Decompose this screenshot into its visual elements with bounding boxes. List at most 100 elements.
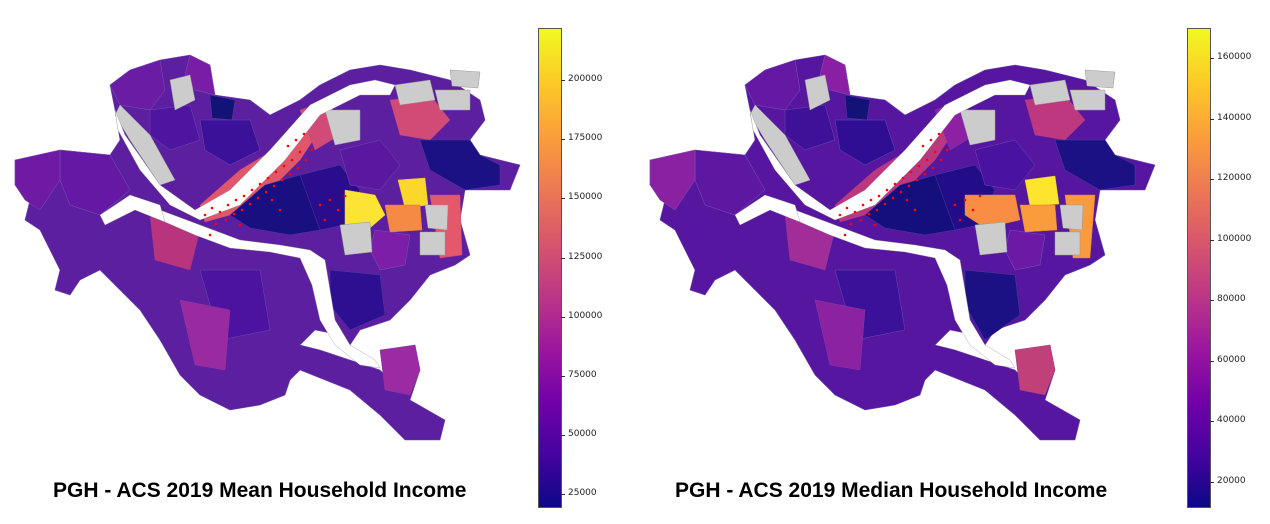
- observation-point: [929, 138, 933, 142]
- observation-point: [302, 132, 306, 136]
- observation-point: [861, 203, 865, 207]
- observation-point: [286, 144, 290, 148]
- observation-point: [931, 166, 935, 170]
- observation-point: [873, 223, 877, 227]
- missing-3: [394, 79, 436, 106]
- observation-point: [953, 203, 957, 207]
- shape-e3: [1054, 139, 1136, 191]
- observation-point: [264, 190, 268, 194]
- observation-point: [272, 184, 276, 188]
- observation-point: [859, 218, 863, 222]
- observation-point: [294, 138, 298, 142]
- observation-point: [849, 222, 853, 226]
- missing-6: [339, 221, 373, 256]
- colorbar-tick-label: 25000: [561, 488, 597, 499]
- colorbar-tick-label: 100000: [1209, 233, 1252, 244]
- observation-point: [323, 218, 327, 222]
- observation-point: [915, 178, 919, 182]
- shape-s5: [379, 344, 421, 396]
- colorbar-tick-label: 150000: [560, 192, 603, 203]
- observation-point: [971, 208, 975, 212]
- missing-7: [424, 204, 449, 231]
- observation-point: [240, 208, 244, 212]
- observation-point: [282, 164, 286, 168]
- observation-point: [242, 194, 246, 198]
- observation-point: [256, 196, 260, 200]
- observation-points: [203, 132, 347, 237]
- observation-point: [208, 233, 212, 237]
- observation-points: [838, 132, 982, 237]
- colorbar-tick-label: 40000: [1210, 415, 1246, 426]
- observation-point: [869, 198, 873, 202]
- shape-s4: [814, 299, 866, 371]
- colorbar-tick-label: 100000: [560, 310, 603, 321]
- observation-point: [218, 210, 222, 214]
- observation-point: [274, 170, 278, 174]
- mean-map-title: PGH - ACS 2019 Mean Household Income: [53, 479, 467, 502]
- observation-point: [226, 203, 230, 207]
- observation-point: [310, 148, 314, 152]
- observation-point: [290, 158, 294, 162]
- monongahela-river: [794, 209, 1016, 369]
- observation-point: [838, 213, 842, 217]
- missing-8: [419, 231, 446, 256]
- mean-colorbar: [538, 28, 562, 508]
- observation-point: [891, 196, 895, 200]
- monongahela-river: [159, 209, 381, 369]
- missing-9: [324, 109, 361, 146]
- median-colorbar: [1187, 28, 1211, 508]
- colorbar-tick-label: 20000: [1210, 475, 1246, 486]
- observation-point: [945, 148, 949, 152]
- shape-e5: [1024, 175, 1060, 207]
- colorbar-tick-label: 60000: [1210, 354, 1246, 365]
- observation-point: [883, 202, 887, 206]
- missing-5: [1084, 69, 1116, 89]
- observation-point: [925, 158, 929, 162]
- observation-point: [913, 208, 917, 212]
- observation-point: [893, 182, 897, 186]
- missing-1: [169, 74, 196, 111]
- shape-e1: [339, 139, 401, 191]
- missing-7: [1059, 204, 1084, 231]
- observation-point: [214, 222, 218, 226]
- median-map-title: PGH - ACS 2019 Median Household Income: [675, 479, 1108, 502]
- observation-point: [921, 144, 925, 148]
- mean-income-panel: 200000 175000 150000 125000 100000 75000 50000…: [14, 28, 603, 508]
- missing-5: [449, 69, 481, 89]
- missing-3: [1029, 79, 1071, 106]
- observation-point: [328, 198, 332, 202]
- observation-point: [923, 172, 927, 176]
- observation-point: [280, 178, 284, 182]
- observation-point: [917, 164, 921, 168]
- observation-point: [296, 166, 300, 170]
- observation-point: [901, 176, 905, 180]
- shape-e6: [384, 204, 423, 233]
- observation-point: [210, 206, 214, 210]
- shape-e6: [1019, 204, 1058, 233]
- observation-point: [939, 158, 943, 162]
- shape-s5: [1014, 344, 1056, 396]
- colorbar-tick-label: 75000: [561, 369, 597, 380]
- observation-point: [963, 198, 967, 202]
- shape-n7: [649, 149, 696, 211]
- missing-6: [974, 221, 1008, 256]
- observation-point: [843, 233, 847, 237]
- shape-n2: [819, 54, 851, 96]
- colorbar-tick-label: 125000: [560, 251, 603, 262]
- observation-point: [937, 132, 941, 136]
- missing-4: [1069, 89, 1106, 111]
- observation-point: [238, 223, 242, 227]
- observation-point: [845, 206, 849, 210]
- median-income-map: [649, 54, 1156, 441]
- observation-point: [224, 218, 228, 222]
- shape-e4: [344, 189, 386, 229]
- shape-n7: [14, 149, 61, 211]
- observation-point: [298, 150, 302, 154]
- shape-e3: [419, 139, 501, 191]
- observation-point: [270, 198, 274, 202]
- observation-point: [885, 188, 889, 192]
- observation-point: [250, 188, 254, 192]
- allegheny-river: [114, 79, 396, 221]
- colorbar-tick-label: 160000: [1209, 52, 1252, 63]
- observation-point: [899, 190, 903, 194]
